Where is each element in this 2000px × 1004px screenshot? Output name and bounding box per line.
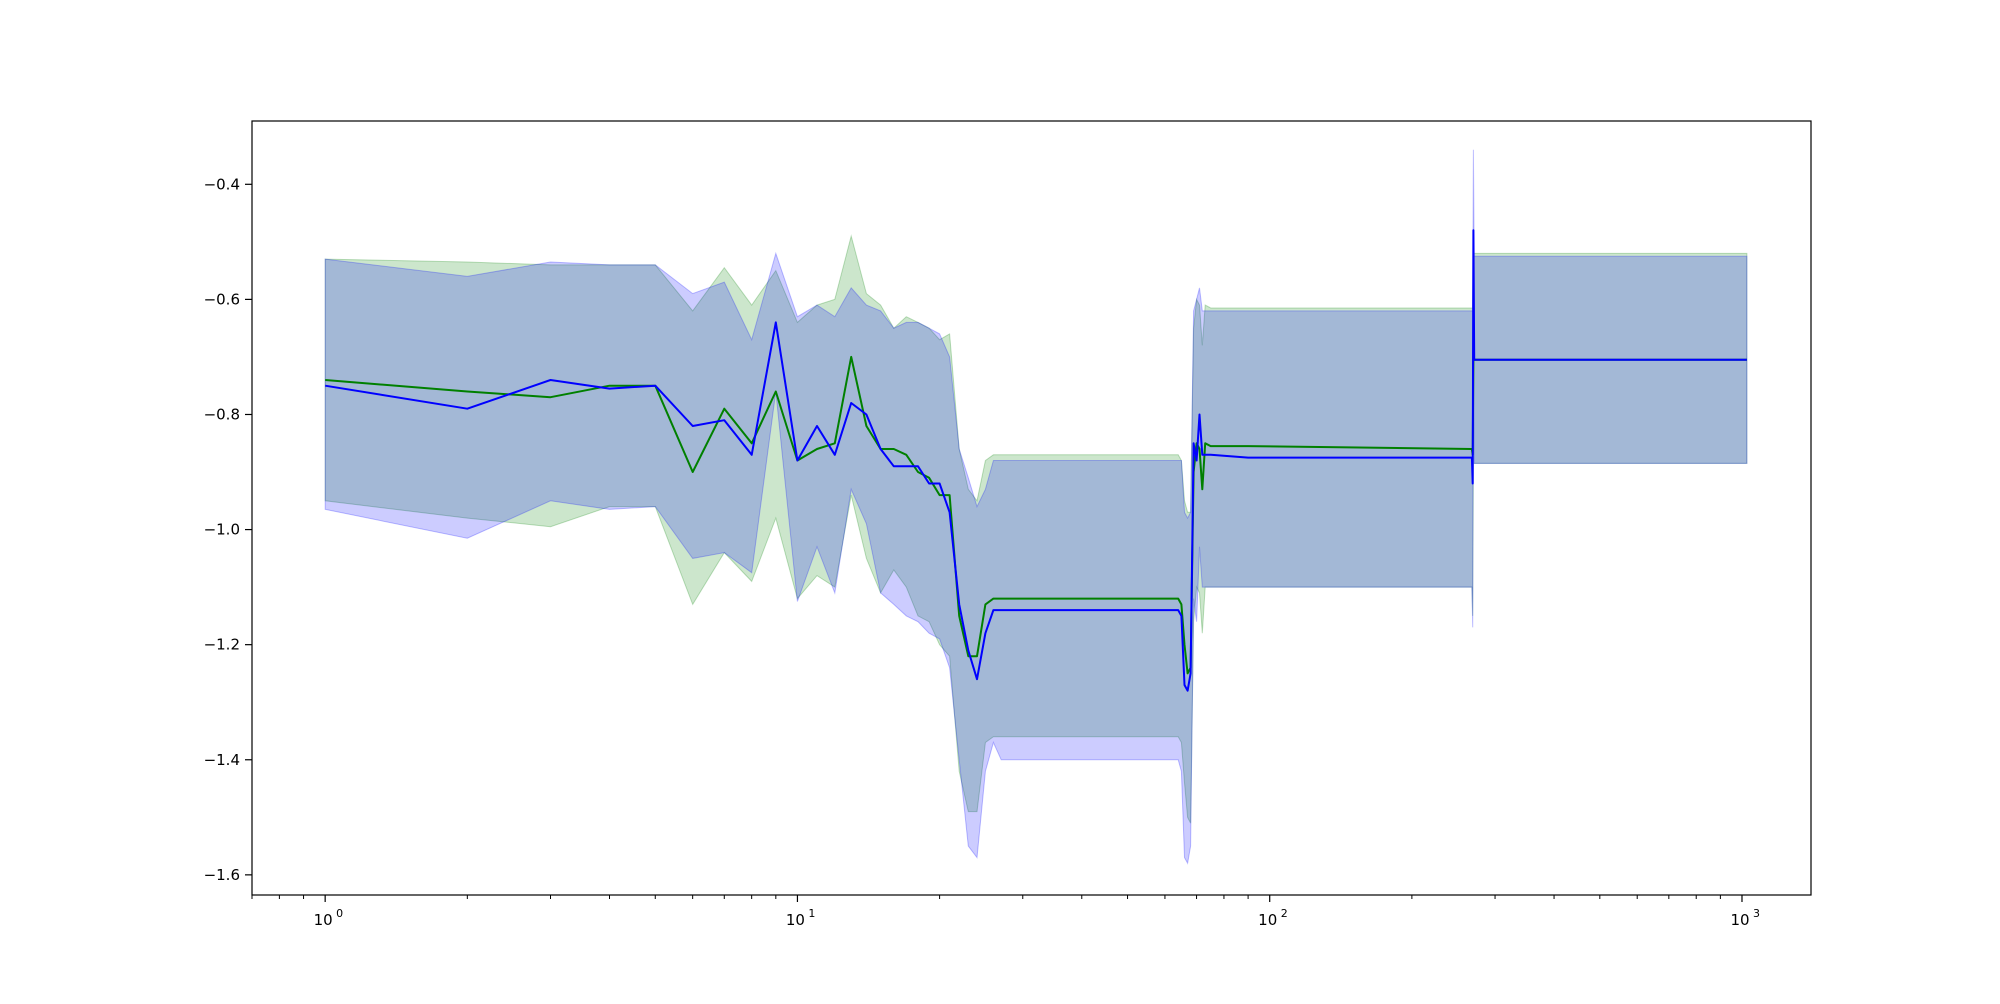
y-tick-label: −0.8 (204, 405, 240, 423)
series-2-band (324, 149, 1748, 865)
confidence-bands (324, 149, 1748, 865)
x-tick-label: 10 (1730, 911, 1749, 929)
x-tick-exponent: 0 (336, 907, 343, 920)
y-tick-label: −1.2 (204, 636, 240, 654)
x-tick-label: 10 (314, 911, 333, 929)
y-tick-label: −1.6 (204, 866, 240, 884)
y-axis: −0.4 −0.6 −0.8 −1.0 −1.2 −1.4 −1.6 (204, 175, 252, 884)
x-axis: 10 0 10 1 10 2 10 3 (251, 895, 1760, 929)
x-tick-exponent: 1 (808, 907, 815, 920)
plot-frame (251, 120, 1812, 896)
y-tick-label: −0.4 (204, 175, 240, 193)
x-tick-exponent: 2 (1281, 907, 1288, 920)
series-2-line (325, 229, 1747, 692)
x-tick-label: 10 (786, 911, 805, 929)
y-tick-label: −1.0 (204, 521, 240, 539)
y-tick-label: −1.4 (204, 751, 240, 769)
x-tick-label: 10 (1258, 911, 1277, 929)
x-tick-exponent: 3 (1753, 907, 1760, 920)
y-tick-label: −0.6 (204, 290, 240, 308)
series-lines (325, 229, 1747, 692)
series-1-band (324, 234, 1748, 824)
